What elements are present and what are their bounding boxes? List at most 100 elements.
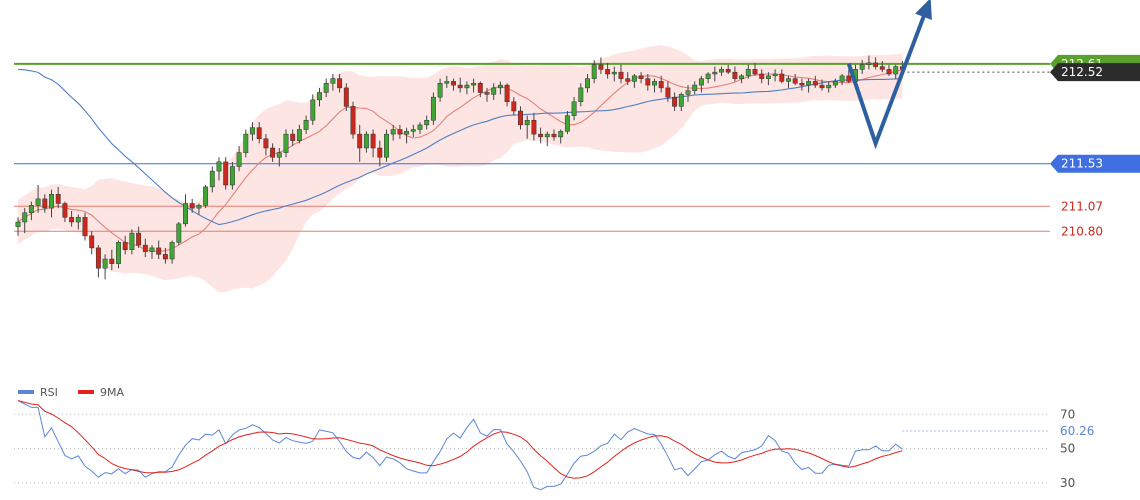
candle (685, 85, 691, 102)
candle (819, 79, 825, 91)
candle (69, 210, 75, 227)
candle (49, 189, 54, 218)
candle-body-down (538, 133, 544, 138)
candle-body-up (276, 152, 282, 158)
candle-body-up (745, 69, 751, 77)
candle (203, 185, 209, 209)
candle (739, 74, 745, 84)
candle (484, 87, 490, 102)
candle-body-down (109, 258, 115, 264)
candle-body-up (826, 84, 832, 89)
candle (357, 124, 363, 162)
candle-body-down (69, 217, 75, 223)
candle-body-down (645, 78, 651, 86)
candle-body-up (116, 242, 121, 264)
candle-body-down (819, 84, 825, 89)
candle (216, 157, 222, 181)
candle-body-down (370, 133, 376, 149)
candle-body-up (611, 71, 617, 75)
candle-body-up (216, 161, 222, 172)
candle (799, 78, 805, 91)
level-label-tag-2 (1050, 154, 1140, 173)
candle (142, 238, 148, 258)
candle-body-up (296, 129, 302, 141)
candle-body-up (444, 81, 450, 84)
candle (243, 129, 249, 158)
candle-body-down (223, 161, 229, 186)
candle (290, 129, 296, 147)
candle-body-up (591, 64, 597, 79)
candle (464, 81, 470, 95)
candle-body-down (665, 87, 671, 98)
candle-body-down (886, 69, 892, 75)
candle-body-up (363, 133, 369, 149)
candle (705, 72, 711, 84)
candle (169, 240, 175, 264)
candle-body-up (430, 96, 436, 121)
candle (95, 245, 101, 278)
candle-body-down (156, 247, 162, 255)
candle-body-up (692, 84, 698, 91)
candle (779, 69, 785, 84)
candle (826, 81, 832, 93)
candle (698, 75, 704, 93)
candle (544, 131, 550, 147)
candle-body-up (102, 258, 108, 269)
candle (558, 129, 564, 144)
legend-rsi-swatch (18, 390, 34, 394)
candle-body-up (323, 83, 329, 93)
candle-body-down (290, 133, 296, 141)
candle (611, 66, 617, 82)
candle-body-up (471, 83, 477, 86)
candle (283, 129, 289, 158)
candle-body-down (752, 69, 758, 75)
candle (457, 77, 463, 93)
candle-body-down (357, 133, 363, 149)
candle-body-down (82, 217, 88, 237)
candle-body-up (631, 75, 637, 82)
candle-body-down (136, 232, 142, 246)
candle-body-up (243, 133, 249, 153)
candle-body-down (812, 81, 818, 86)
candle-body-up (310, 99, 316, 121)
candle (585, 74, 590, 93)
candle (524, 115, 530, 139)
candle (732, 66, 738, 82)
candle-body-down (451, 81, 456, 86)
candle (712, 66, 718, 82)
candle-body-up (169, 242, 175, 260)
candle-body-up (250, 127, 255, 135)
candle (652, 78, 657, 93)
candle-body-down (504, 84, 510, 102)
candle (377, 140, 383, 167)
candle (806, 78, 812, 93)
candle (129, 229, 135, 255)
projection-layer (846, 0, 932, 150)
candle-body-down (270, 147, 276, 158)
candle (82, 212, 88, 241)
candle (451, 78, 456, 91)
candle-body-up (236, 152, 242, 167)
candle-body-down (732, 71, 738, 79)
candle-body-up (866, 62, 872, 66)
candle-body-down (95, 247, 101, 269)
level-label-4: 210.80 (1061, 224, 1103, 238)
candle (156, 240, 162, 259)
level-label-tag-1 (1050, 63, 1140, 82)
candle-body-down (343, 87, 349, 107)
rsi-panel: 70 50 30 60.26 (14, 400, 1094, 491)
candle (873, 57, 879, 70)
candle (223, 157, 229, 190)
candle (162, 247, 168, 264)
candle-body-up (719, 69, 724, 73)
candle (725, 64, 731, 74)
candle (256, 122, 262, 144)
legend-rsi-label: RSI (40, 386, 58, 399)
candle (631, 74, 637, 88)
candle (363, 131, 369, 153)
candle (678, 92, 684, 111)
projection-path (846, 1, 932, 150)
candle-body-up (705, 73, 711, 79)
candle (752, 62, 758, 76)
